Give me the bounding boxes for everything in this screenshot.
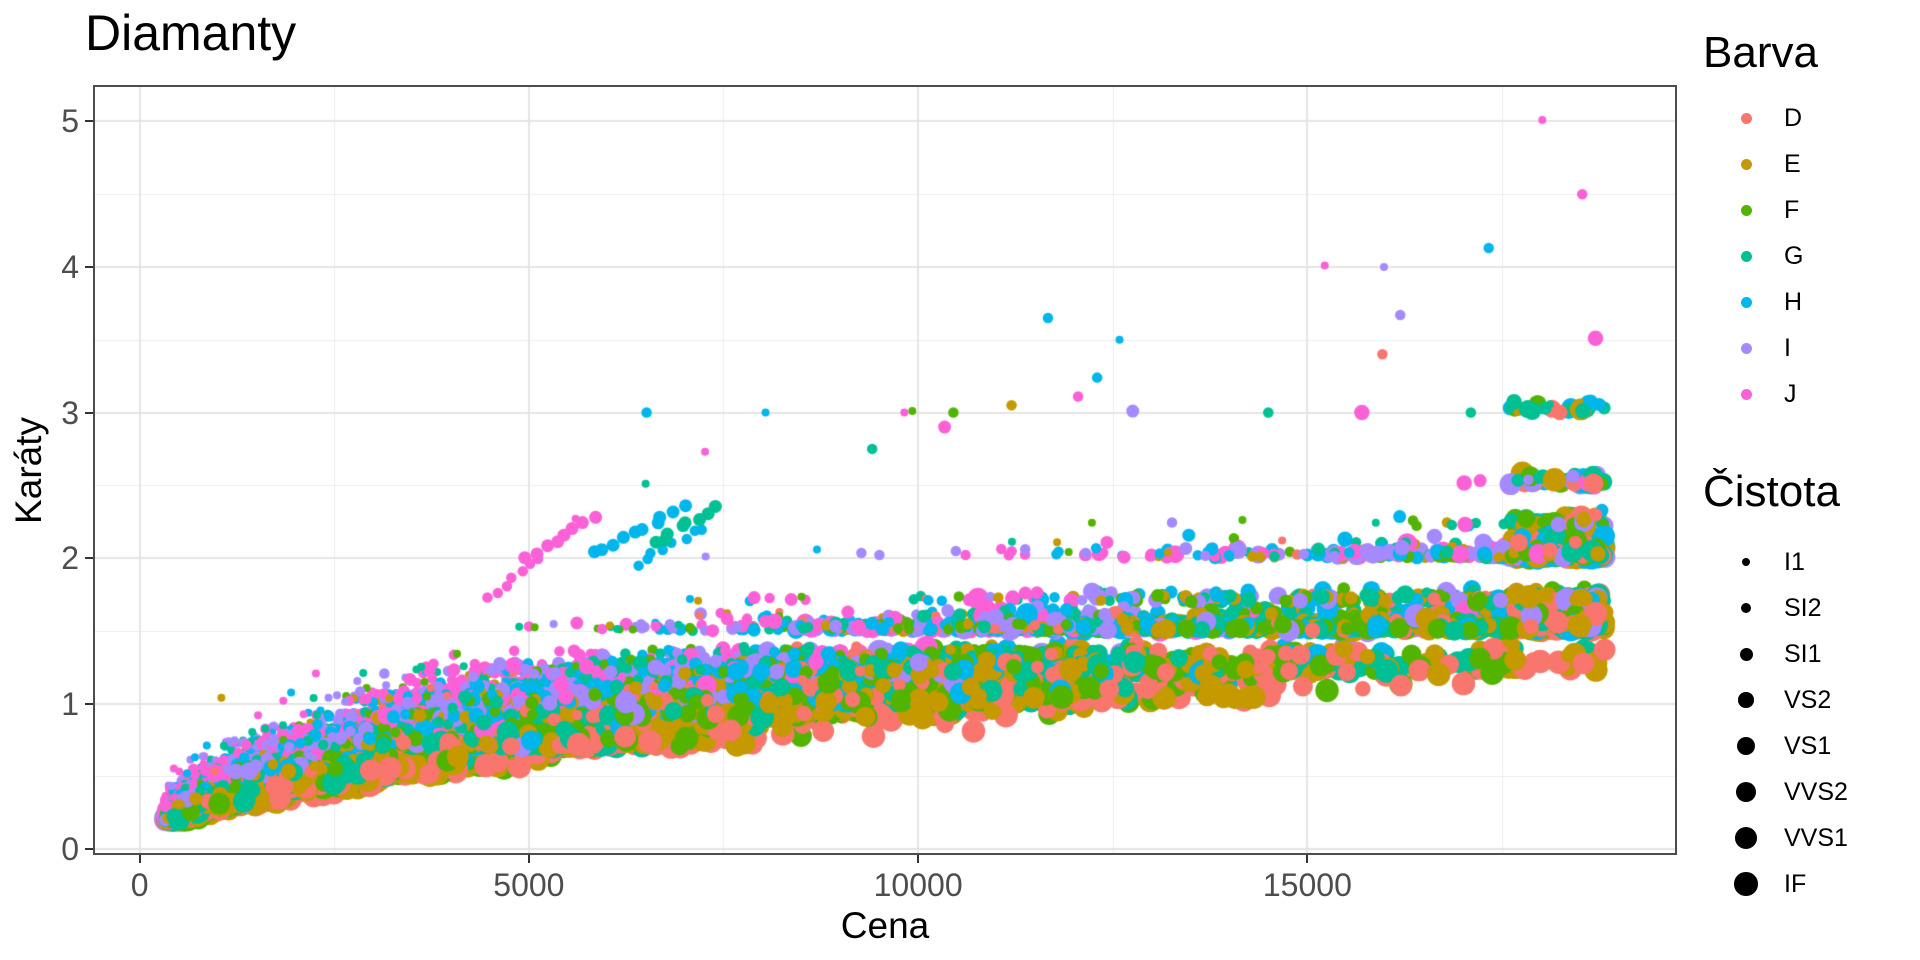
legend-dot-icon (1740, 112, 1752, 124)
legend-dot-icon (1740, 204, 1752, 216)
size-legend-VS2-key-dot-icon (1724, 692, 1768, 708)
legend-dot-icon (1740, 388, 1752, 400)
y-axis-title: Karáty (8, 416, 49, 524)
color-legend-G-label: G (1784, 241, 1804, 270)
color-legend-H-row: H (1724, 279, 1802, 325)
y-tick-mark (85, 120, 93, 123)
y-tick-mark (85, 702, 93, 705)
plot-area-canvas (93, 85, 1677, 855)
legend-dot-icon (1740, 158, 1752, 170)
color-legend-I-row: I (1724, 325, 1791, 371)
color-legend-F-key-dot-icon (1724, 204, 1768, 216)
color-legend-J-key-dot-icon (1724, 388, 1768, 400)
legend-dot-icon (1738, 692, 1754, 708)
legend-dot-icon (1740, 342, 1752, 354)
size-legend-SI1-key-dot-icon (1724, 647, 1768, 661)
color-legend-J-row: J (1724, 371, 1797, 417)
size-legend-SI2-key-dot-icon (1724, 602, 1768, 614)
size-legend-VS1-key-dot-icon (1724, 737, 1768, 755)
y-tick-label: 3 (61, 394, 79, 431)
legend-dot-icon (1736, 782, 1756, 802)
color-legend-D-row: D (1724, 95, 1802, 141)
size-legend-SI2-label: SI2 (1784, 593, 1822, 622)
x-tick-mark (917, 855, 920, 863)
legend-dot-icon (1734, 872, 1758, 896)
size-legend-VVS1-row: VVS1 (1724, 815, 1848, 861)
size-legend-VVS2-row: VVS2 (1724, 769, 1848, 815)
color-legend-title: Barva (1703, 28, 1818, 77)
size-legend-SI1-label: SI1 (1784, 639, 1822, 668)
y-tick-mark (85, 411, 93, 414)
legend-dot-icon (1735, 827, 1757, 849)
color-legend-E-row: E (1724, 141, 1801, 187)
legend-dot-icon (1737, 737, 1755, 755)
x-tick-mark (1306, 855, 1309, 863)
x-tick-label: 0 (130, 867, 149, 903)
color-legend-I-key-dot-icon (1724, 342, 1768, 354)
color-legend-F-label: F (1784, 195, 1800, 224)
y-tick-mark (85, 265, 93, 268)
legend-dot-icon (1740, 296, 1752, 308)
size-legend-SI1-row: SI1 (1724, 631, 1822, 677)
color-legend-E-key-dot-icon (1724, 158, 1768, 170)
x-axis-title: Cena (840, 905, 930, 946)
x-tick-label: 5000 (493, 867, 565, 903)
size-legend-SI2-row: SI2 (1724, 585, 1822, 631)
size-legend-VVS1-key-dot-icon (1724, 827, 1768, 849)
size-legend-VVS2-key-dot-icon (1724, 782, 1768, 802)
y-tick-mark (85, 557, 93, 560)
x-tick-mark (138, 855, 141, 863)
size-legend-IF-label: IF (1784, 869, 1807, 898)
size-legend-VS2-row: VS2 (1724, 677, 1831, 723)
legend-dot-icon (1739, 647, 1753, 661)
page-title: Diamanty (85, 5, 297, 61)
size-legend-title: Čistota (1703, 467, 1840, 516)
size-legend-IF-row: IF (1724, 861, 1806, 907)
size-legend-VS2-label: VS2 (1784, 685, 1832, 714)
legend-dot-icon (1742, 558, 1750, 566)
color-legend-H-key-dot-icon (1724, 296, 1768, 308)
y-tick-label: 5 (61, 103, 79, 140)
color-legend-H-label: H (1784, 287, 1803, 316)
color-legend-E-label: E (1784, 149, 1801, 178)
color-legend-I-label: I (1784, 333, 1791, 362)
legend-dot-icon (1740, 602, 1752, 614)
x-tick-mark (527, 855, 530, 863)
color-legend-D-label: D (1784, 103, 1803, 132)
size-legend-VS1-label: VS1 (1784, 731, 1832, 760)
size-legend-I1-key-dot-icon (1724, 558, 1768, 566)
y-tick-mark (85, 848, 93, 851)
y-tick-label: 0 (61, 831, 79, 868)
color-legend-F-row: F (1724, 187, 1799, 233)
size-legend-VS1-row: VS1 (1724, 723, 1831, 769)
color-legend-G-key-dot-icon (1724, 250, 1768, 262)
size-legend-IF-key-dot-icon (1724, 872, 1768, 896)
x-tick-label: 10000 (873, 867, 963, 903)
size-legend-I1-row: I1 (1724, 539, 1805, 585)
size-legend-VVS1-label: VVS1 (1784, 823, 1848, 852)
legend-dot-icon (1740, 250, 1752, 262)
y-tick-label: 4 (61, 248, 79, 285)
size-legend-I1-label: I1 (1784, 547, 1805, 576)
color-legend-J-label: J (1784, 379, 1797, 408)
y-tick-label: 2 (61, 540, 79, 577)
color-legend-G-row: G (1724, 233, 1803, 279)
size-legend-VVS2-label: VVS2 (1784, 777, 1848, 806)
color-legend-D-key-dot-icon (1724, 112, 1768, 124)
y-tick-label: 1 (61, 685, 79, 722)
x-tick-label: 15000 (1262, 867, 1352, 903)
